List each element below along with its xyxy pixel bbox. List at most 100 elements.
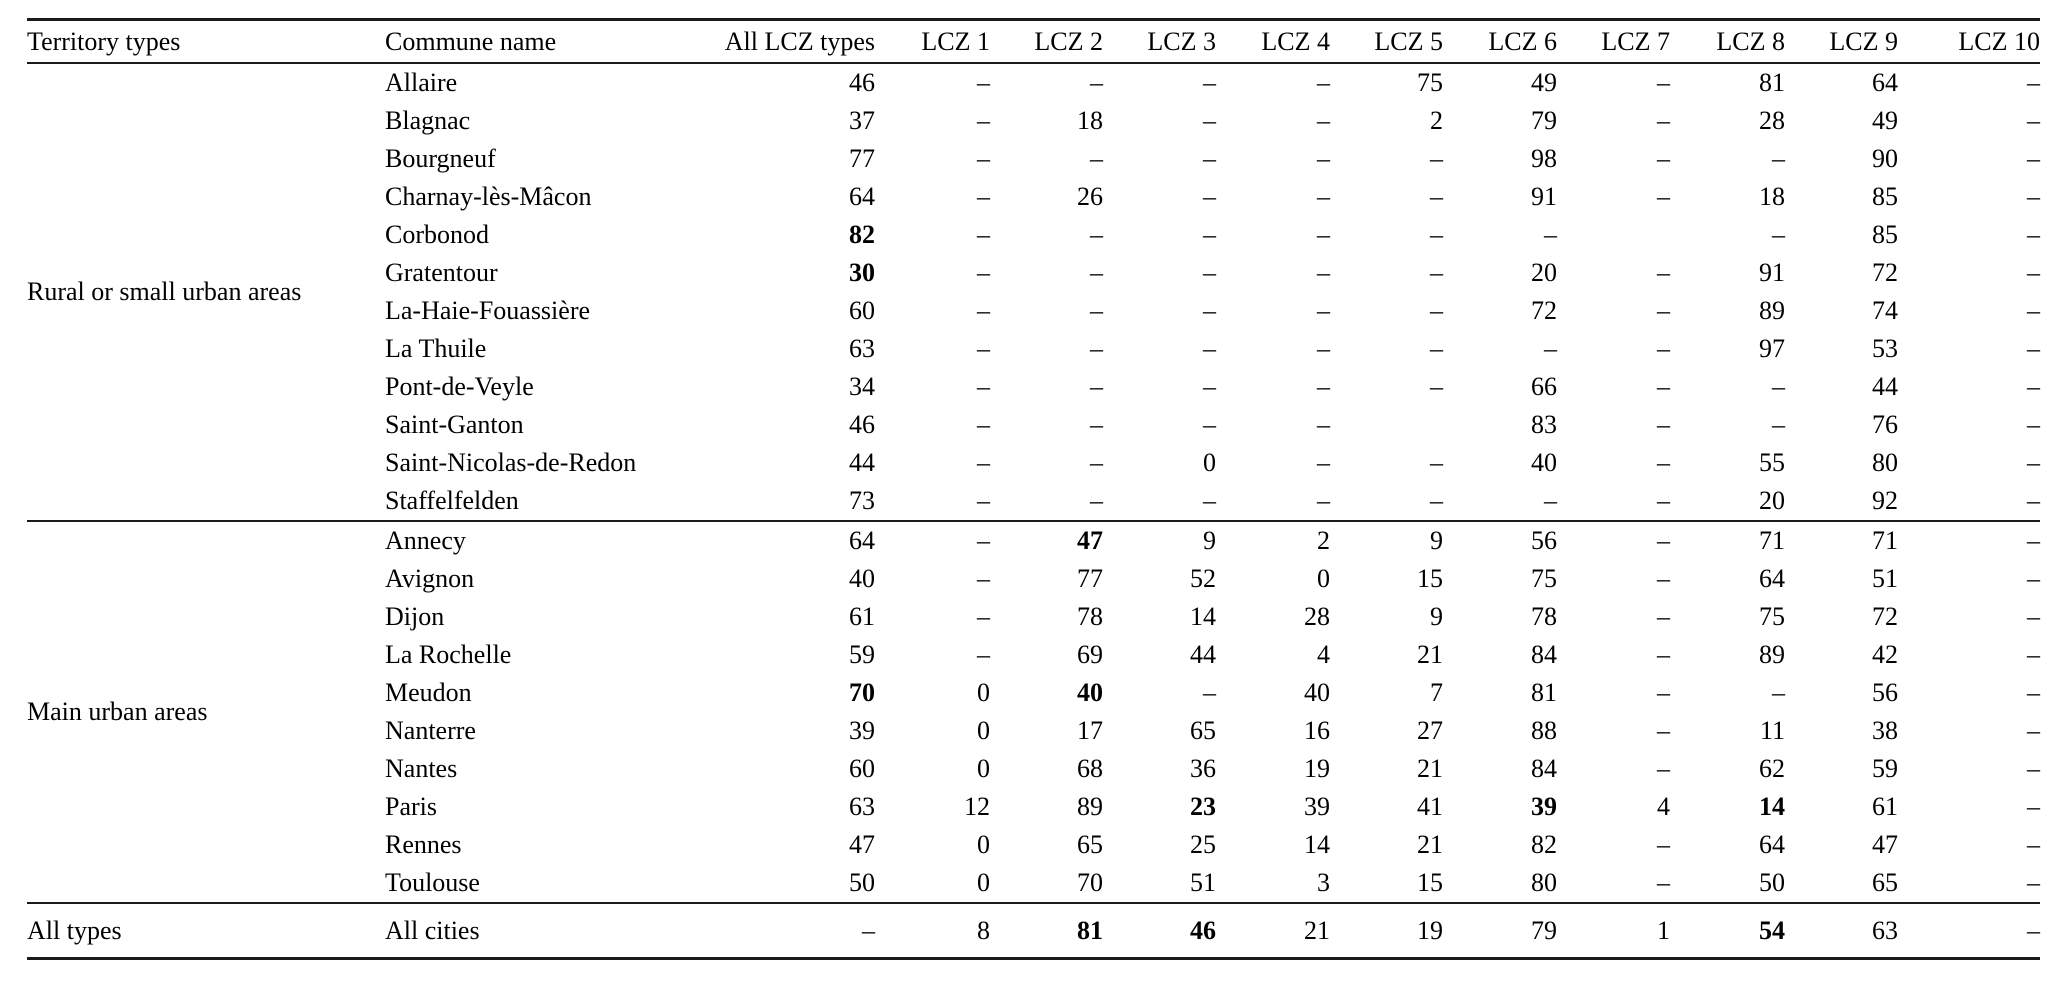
commune-name: Dijon xyxy=(385,602,445,631)
value-cell: – xyxy=(977,68,990,97)
value-cell: 34 xyxy=(849,372,875,401)
value-cell: 85 xyxy=(1872,220,1898,249)
value-cell: – xyxy=(1203,220,1216,249)
value-cell: 40 xyxy=(1531,448,1557,477)
value-cell: 0 xyxy=(977,830,990,859)
value-cell: – xyxy=(2027,868,2040,897)
value-cell: – xyxy=(1772,372,1785,401)
value-cell: – xyxy=(1657,258,1670,287)
table-row: Blagnac 37 – 18 – – 2 79 – 28 49 – xyxy=(27,102,2040,140)
value-cell: – xyxy=(977,564,990,593)
value-cell: 64 xyxy=(849,182,875,211)
value-cell: 21 xyxy=(1417,754,1443,783)
value-cell: 20 xyxy=(1759,486,1785,515)
table-row: Meudon 70 0 40 – 40 7 81 – – 56 – xyxy=(27,674,2040,712)
value-cell: 61 xyxy=(849,602,875,631)
value-cell: – xyxy=(1203,68,1216,97)
value-cell: – xyxy=(1772,220,1785,249)
value-cell: – xyxy=(1657,640,1670,669)
value-cell: – xyxy=(2027,792,2040,821)
commune-name: Bourgneuf xyxy=(385,144,496,173)
table-row: La Thuile 63 – – – – – – – 97 53 – xyxy=(27,330,2040,368)
value-cell: – xyxy=(1657,716,1670,745)
value-cell: – xyxy=(977,296,990,325)
value-cell: – xyxy=(2027,830,2040,859)
value-cell: – xyxy=(1657,678,1670,707)
value-cell: – xyxy=(977,334,990,363)
value-cell: – xyxy=(977,410,990,439)
value-cell: 80 xyxy=(1531,868,1557,897)
commune-name: Paris xyxy=(385,792,437,821)
value-cell: – xyxy=(1657,602,1670,631)
value-cell: 19 xyxy=(1330,902,1443,959)
value-cell: 56 xyxy=(1443,520,1557,560)
value-cell: 11 xyxy=(1759,716,1785,745)
value-cell xyxy=(1330,406,1443,444)
value-cell: 89 xyxy=(1759,296,1785,325)
table-body: Rural or small urban areas Allaire 46– – – –7… xyxy=(27,63,2040,959)
value-cell: 0 xyxy=(977,716,990,745)
value-cell: 74 xyxy=(1872,296,1898,325)
value-cell: 84 xyxy=(1531,640,1557,669)
value-cell: 14 xyxy=(1759,792,1785,821)
value-cell: 25 xyxy=(1190,830,1216,859)
value-cell: 0 xyxy=(977,868,990,897)
commune-name: Charnay-lès-Mâcon xyxy=(385,182,592,211)
column-header: LCZ 10 xyxy=(1898,19,2040,64)
value-cell: 72 xyxy=(1872,258,1898,287)
value-cell: 65 xyxy=(1872,868,1898,897)
value-cell: – xyxy=(1317,258,1330,287)
column-header: LCZ 9 xyxy=(1785,19,1898,64)
value-cell: 72 xyxy=(1872,602,1898,631)
value-cell: 64 xyxy=(1759,830,1785,859)
value-cell: 89 xyxy=(1077,792,1103,821)
table-header: Territory types Commune name All LCZ types… xyxy=(27,19,2040,64)
column-header: LCZ 6 xyxy=(1443,19,1557,64)
value-cell: – xyxy=(1657,564,1670,593)
commune-name: La Rochelle xyxy=(385,640,512,669)
value-cell: – xyxy=(1657,754,1670,783)
value-cell: 44 xyxy=(849,448,875,477)
table-row: Charnay-lès-Mâcon 64 – 26 – – – 91 – 18 85 – xyxy=(27,178,2040,216)
value-cell: 75 xyxy=(1759,602,1785,631)
value-cell: – xyxy=(1090,410,1103,439)
value-cell: 73 xyxy=(849,486,875,515)
value-cell: 82 xyxy=(849,220,875,249)
value-cell: – xyxy=(2027,716,2040,745)
value-cell: 28 xyxy=(1304,602,1330,631)
commune-name: Avignon xyxy=(385,564,475,593)
value-cell: – xyxy=(1203,258,1216,287)
value-cell: 0 xyxy=(1203,448,1216,477)
value-cell: 9 xyxy=(1430,602,1443,631)
table-row: Paris 63 12 89 23 39 41 39 4 14 61 – xyxy=(27,788,2040,826)
value-cell: 78 xyxy=(1531,602,1557,631)
value-cell: 91 xyxy=(1759,258,1785,287)
value-cell: 49 xyxy=(1531,68,1557,97)
column-header: LCZ 5 xyxy=(1330,19,1443,64)
value-cell: – xyxy=(1544,334,1557,363)
commune-name: Allaire xyxy=(385,68,458,97)
value-cell: 26 xyxy=(1077,182,1103,211)
commune-name: Toulouse xyxy=(385,868,480,897)
value-cell: 77 xyxy=(849,144,875,173)
value-cell: – xyxy=(700,902,875,959)
value-cell: 9 xyxy=(1330,520,1443,560)
value-cell: – xyxy=(1317,296,1330,325)
column-header: All LCZ types xyxy=(700,19,875,64)
value-cell: 41 xyxy=(1417,792,1443,821)
table-row: Toulouse 50 0 70 51 3 15 80 – 50 65 – xyxy=(27,864,2040,903)
value-cell: 15 xyxy=(1417,868,1443,897)
value-cell: 56 xyxy=(1872,678,1898,707)
table-row: Main urban areas Annecy 64–47 9 2 9 56–71 71– xyxy=(27,520,2040,903)
value-cell: 91 xyxy=(1531,182,1557,211)
value-cell: – xyxy=(1657,334,1670,363)
column-header: LCZ 4 xyxy=(1216,19,1330,64)
value-cell: – xyxy=(1657,830,1670,859)
value-cell: 14 xyxy=(1190,602,1216,631)
value-cell: 21 xyxy=(1417,640,1443,669)
value-cell: – xyxy=(1430,258,1443,287)
value-cell: 40 xyxy=(1304,678,1330,707)
value-cell: 28 xyxy=(1759,106,1785,135)
table-row: Dijon 61 – 78 14 28 9 78 – 75 72 – xyxy=(27,598,2040,636)
value-cell: – xyxy=(1203,678,1216,707)
